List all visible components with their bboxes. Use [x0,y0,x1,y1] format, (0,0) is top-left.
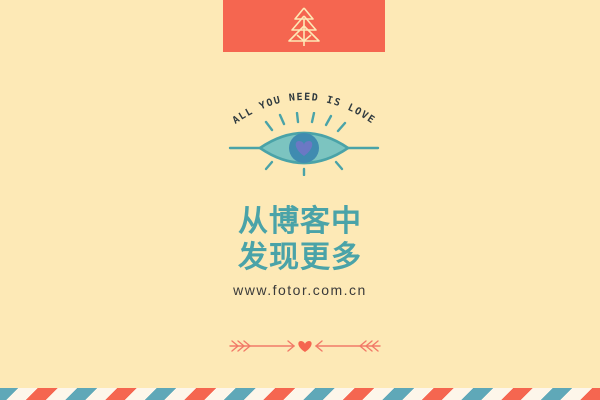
headline-line-2: 发现更多 [238,240,362,275]
eye-heart-icon [228,112,380,176]
motto-arc: ALL YOU NEED IS LOVE [231,92,376,127]
arrow-heart-icon [229,340,381,352]
headline-line-1: 从博客中 [238,204,362,239]
website-url[interactable]: www.fotor.com.cn [233,282,367,298]
airmail-stripe-border [0,388,600,400]
tree-icon [288,7,320,46]
